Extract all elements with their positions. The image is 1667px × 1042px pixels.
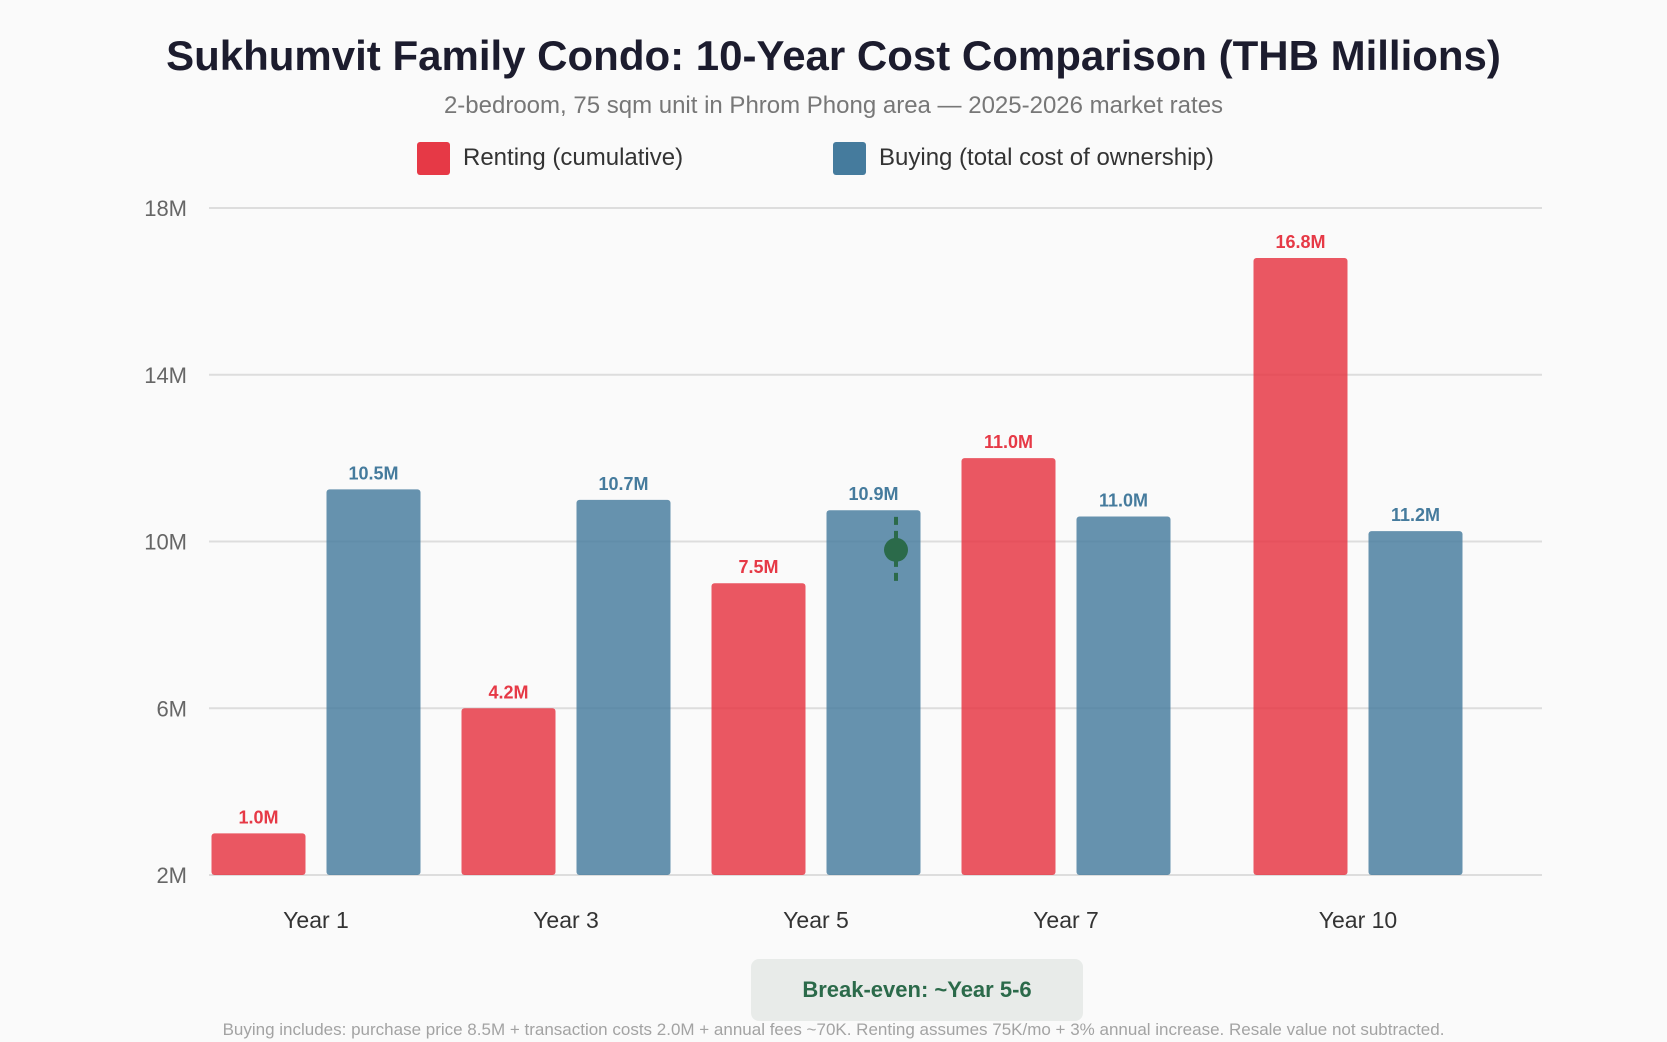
breakeven-marker [884,537,908,562]
data-label-renting: 1.0M [238,807,278,827]
breakeven-label: Break-even: ~Year 5-6 [802,977,1032,1002]
breakeven-callout: Break-even: ~Year 5-6 [751,959,1083,1021]
chart-footnote: Buying includes: purchase price 8.5M + t… [222,1020,1445,1039]
x-tick-label: Year 5 [783,907,849,933]
y-tick-label: 18M [144,196,187,221]
chart-subtitle: 2-bedroom, 75 sqm unit in Phrom Phong ar… [443,92,1224,119]
data-label-renting: 7.5M [738,557,778,577]
x-tick-label: Year 10 [1319,907,1397,933]
y-tick-label: 2M [156,863,187,888]
legend-item-renting: Renting (cumulative) [417,141,683,175]
bar-buying [576,499,671,875]
data-label-buying: 10.7M [598,474,648,494]
bar-buying [1368,531,1463,875]
data-label-buying: 10.5M [348,463,398,483]
chart-title: Sukhumvit Family Condo: 10-Year Cost Com… [166,32,1501,79]
data-label-buying: 10.9M [848,484,898,504]
bar-renting [461,708,556,875]
legend-item-buying: Buying (total cost of ownership) [833,141,1214,175]
data-label-buying: 11.2M [1391,505,1440,525]
bar-renting [711,583,806,875]
bar-buying [326,489,421,875]
data-label-buying: 11.0M [1099,490,1148,510]
x-tick-label: Year 3 [533,907,599,933]
legend-swatch-buying [833,141,866,175]
bar-renting [1253,258,1348,875]
bar-buying [826,510,921,875]
y-tick-label: 14M [144,363,187,388]
legend-label-buying: Buying (total cost of ownership) [879,144,1214,171]
data-label-renting: 16.8M [1275,232,1325,252]
y-tick-label: 10M [144,530,187,555]
bar-buying [1076,516,1171,875]
bar-chart: 2M 6M 10M 14M 18M 1.0M 10.5M Year 1 4.2M 10.7M Yea… [144,196,1542,933]
chart-legend: Renting (cumulative) Buying (total cost … [0,141,1667,175]
legend-label-renting: Renting (cumulative) [463,144,684,171]
data-label-renting: 4.2M [488,682,528,702]
legend-swatch-renting [417,141,450,175]
data-label-renting: 11.0M [984,432,1033,452]
bar-renting [961,458,1056,875]
y-tick-label: 6M [156,696,187,721]
bar-renting [211,833,306,875]
x-tick-label: Year 1 [283,907,349,933]
x-tick-label: Year 7 [1033,907,1099,933]
